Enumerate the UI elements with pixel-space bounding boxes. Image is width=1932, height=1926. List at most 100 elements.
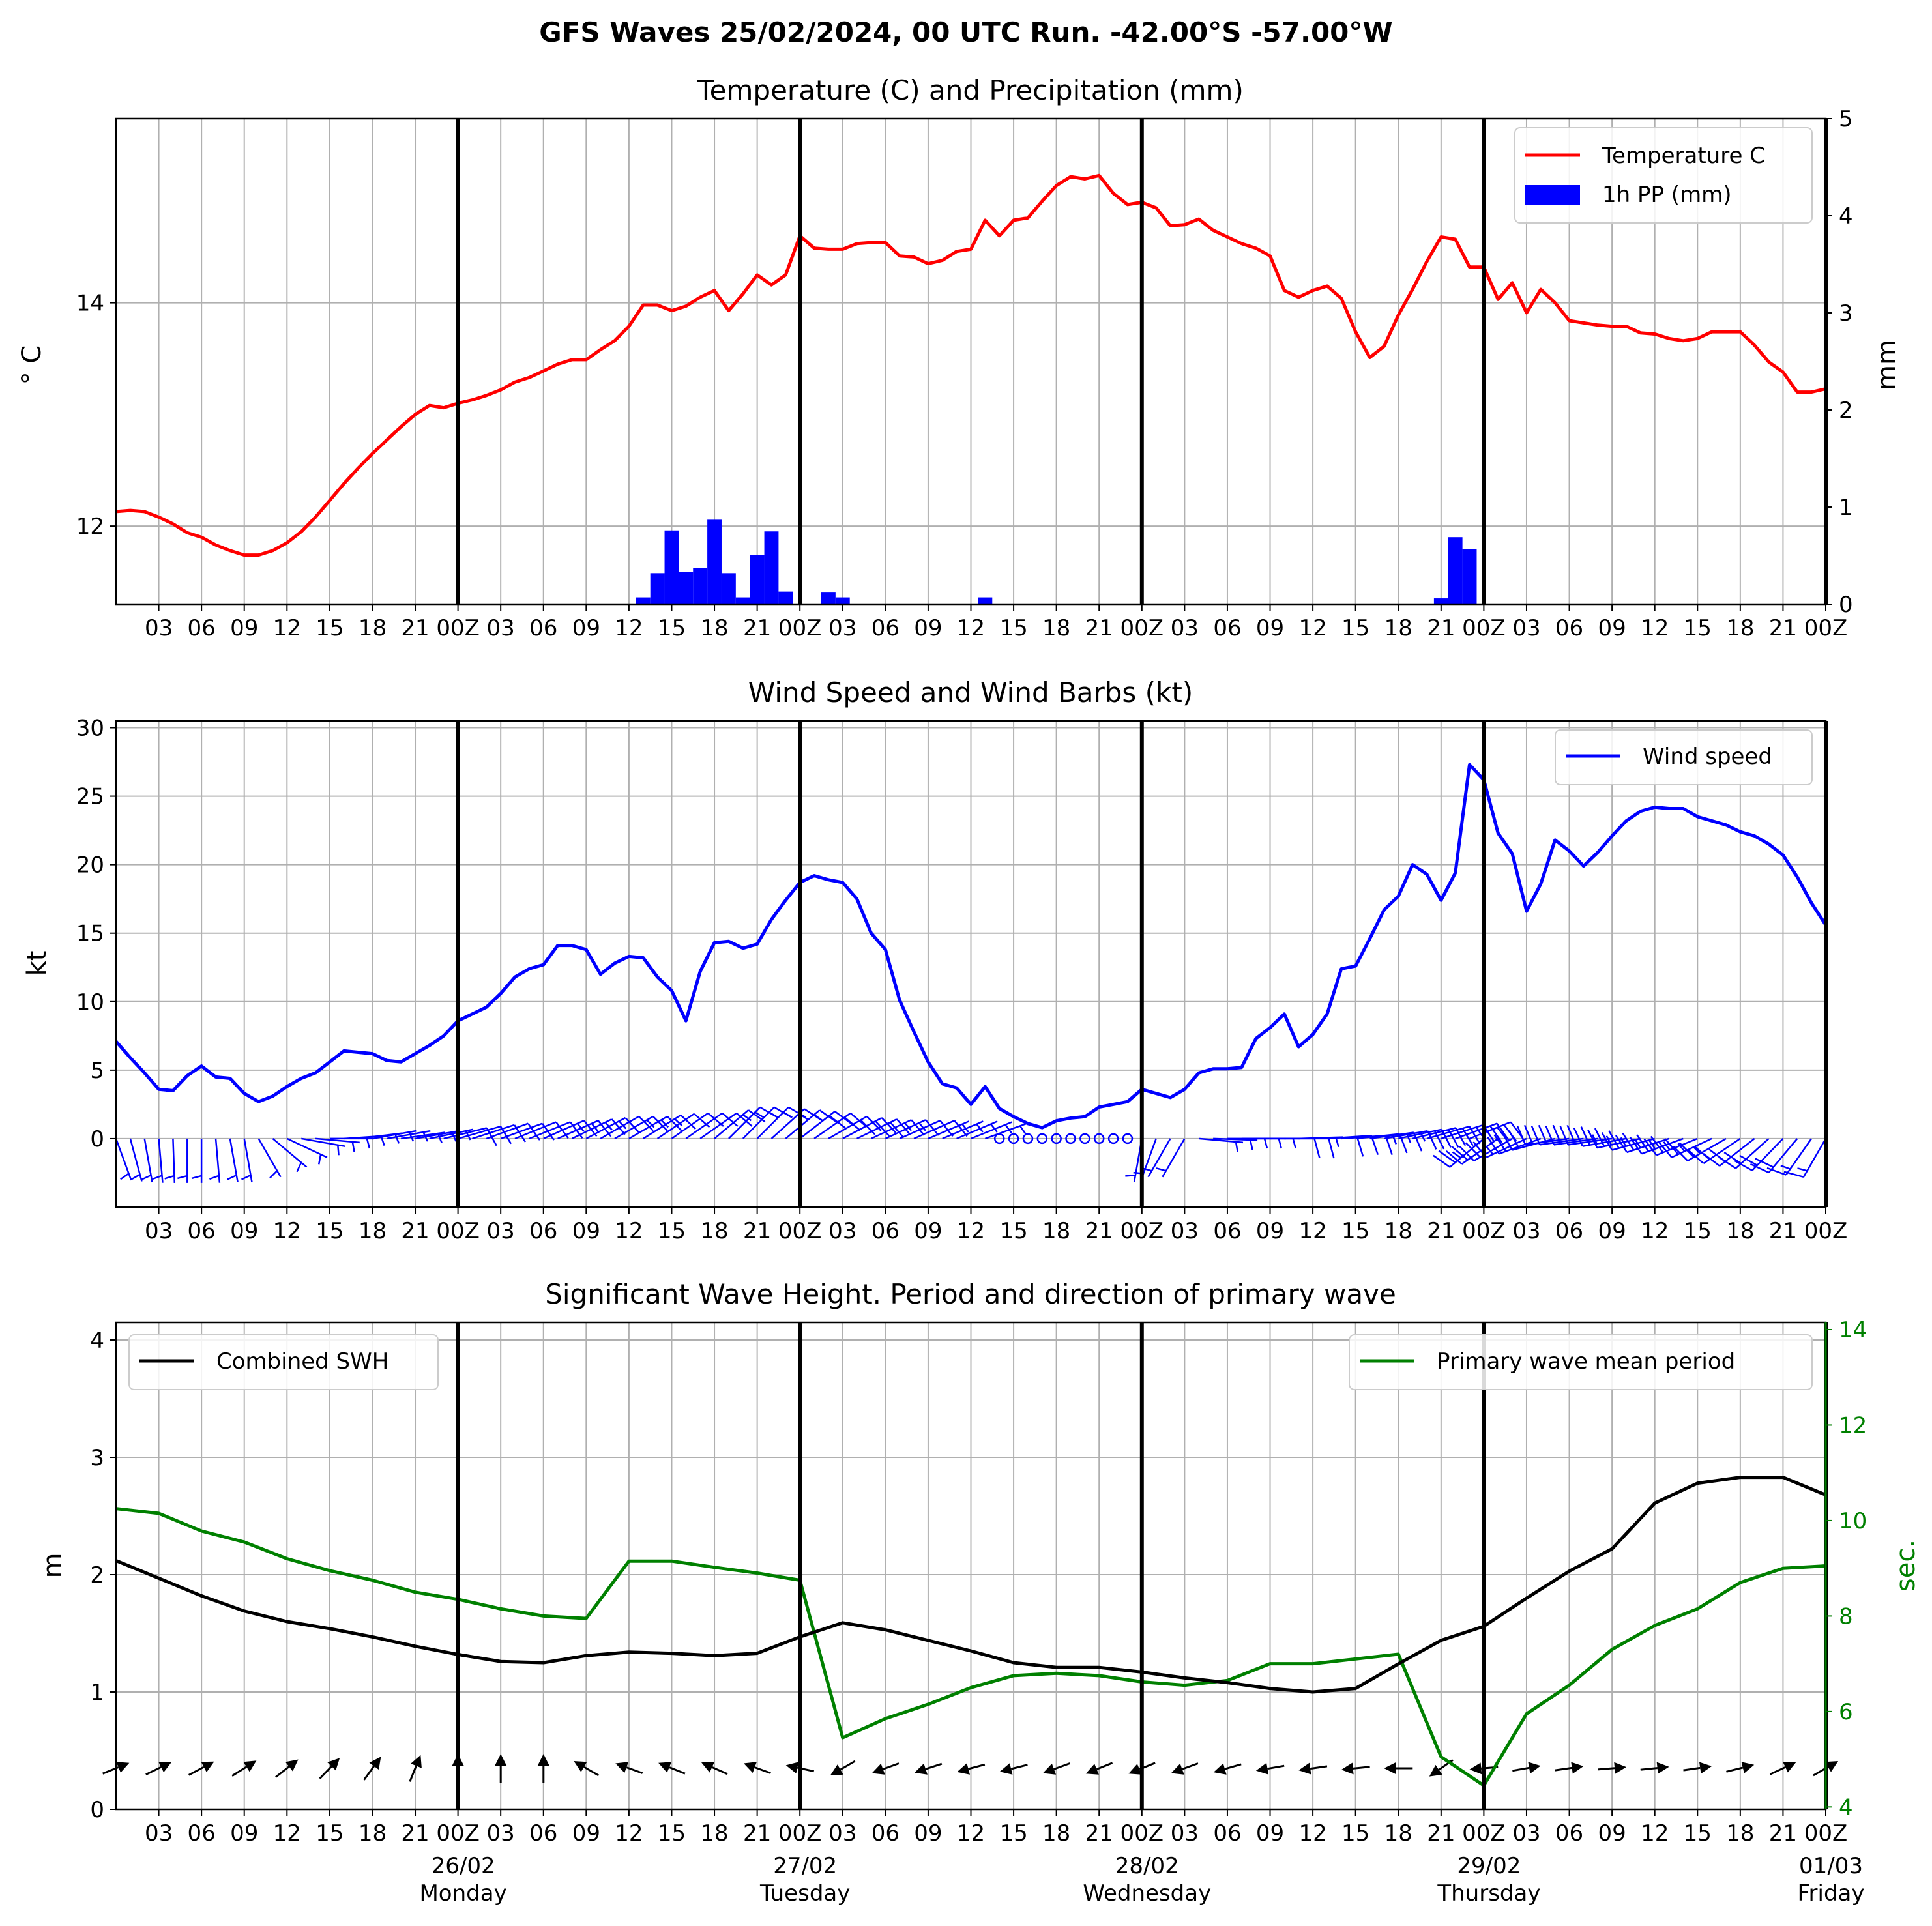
wave-direction-arrowhead	[327, 1758, 340, 1771]
y-tick-label: 0	[90, 1126, 104, 1152]
x-tick-label: 21	[1427, 1218, 1455, 1244]
wave-grid	[116, 1322, 1826, 1810]
wave-direction-arrowhead	[1429, 1764, 1442, 1777]
x-tick-label: 21	[743, 615, 771, 641]
x-tick-label: 21	[1769, 615, 1797, 641]
x-tick-label: 12	[273, 615, 301, 641]
y-tick-label: 12	[76, 514, 104, 540]
wave-direction-arrow	[1096, 1762, 1113, 1770]
x-tick-label: 15	[1341, 1820, 1369, 1846]
y-tick-label: 30	[76, 716, 104, 742]
wind-barb	[685, 1112, 739, 1139]
x-tick-label: 00Z	[1804, 1218, 1848, 1244]
precip-bar	[693, 568, 708, 604]
calm-wind-circle	[1022, 1133, 1034, 1145]
wave-direction-arrow	[1769, 1766, 1786, 1775]
y-tick-label: 2	[90, 1562, 104, 1588]
x-tick-label: 00Z	[436, 615, 480, 641]
wave-height-y-axis-label: m	[38, 1553, 68, 1579]
wind-barb	[1516, 1124, 1570, 1146]
x-tick-label: 03	[828, 1218, 856, 1244]
temperature-y-axis-label: ° C	[17, 345, 47, 385]
wave-direction-arrowhead	[411, 1755, 422, 1768]
day-date-label: 29/02	[1457, 1853, 1521, 1879]
y-tick-label: 0	[90, 1797, 104, 1823]
wave-direction-arrow	[1310, 1765, 1328, 1770]
x-tick-label: 09	[230, 1218, 258, 1244]
y-tick-label: 20	[76, 853, 104, 879]
wind-y-axis-label: kt	[22, 951, 52, 976]
x-tick-label: 03	[1512, 1218, 1540, 1244]
x-tick-label: 18	[700, 1820, 728, 1846]
x-tick-label: 12	[1298, 615, 1326, 641]
wind-barb	[1749, 1138, 1798, 1174]
wind-barb	[770, 1108, 822, 1139]
wind-barb	[899, 1120, 954, 1140]
x-tick-label: 15	[999, 615, 1027, 641]
wave-direction-arrowhead	[999, 1763, 1013, 1775]
y-tick-label: 15	[76, 921, 104, 947]
y-tick-label: 4	[90, 1328, 104, 1354]
x-tick-label: 12	[957, 1820, 985, 1846]
wind-barb	[643, 1114, 696, 1139]
legend-label-swh: Combined SWH	[216, 1349, 388, 1375]
wave-direction-arrowhead	[658, 1762, 672, 1773]
wind-barb	[141, 1138, 153, 1183]
y-right-tick-label: 12	[1839, 1412, 1867, 1438]
wind-barb	[1199, 1137, 1244, 1152]
x-tick-label: 00Z	[1462, 1820, 1506, 1846]
wave-direction-arrowhead	[1699, 1762, 1712, 1774]
wave-direction-arrowhead	[285, 1759, 299, 1772]
wind-barb	[1643, 1135, 1698, 1156]
wave-height-line	[115, 1476, 1826, 1694]
day-name-label: Monday	[419, 1880, 506, 1906]
x-tick-label: 15	[1684, 1820, 1712, 1846]
wave-direction-arrowhead	[1213, 1763, 1227, 1775]
x-tick-label: 12	[615, 1218, 643, 1244]
wave-direction-arrowhead	[369, 1757, 381, 1770]
wave-axes: 03 06 09 12 15 18 21 00Z 03 06 09 12 15 18 21 00Z 03 06 09…	[90, 1317, 1867, 1846]
wave-direction-arrowhead	[201, 1761, 214, 1773]
wave-direction-arrowhead	[915, 1763, 928, 1775]
x-tick-label: 15	[1341, 1218, 1369, 1244]
figure-title: GFS Waves 25/02/2024, 00 UTC Run. -42.00…	[539, 16, 1393, 48]
wind-barb	[984, 1122, 1027, 1140]
wave-direction-arrow	[1598, 1767, 1615, 1771]
y-right-tick-label: 14	[1839, 1317, 1867, 1343]
x-tick-label: 03	[1171, 615, 1199, 641]
wind-grid	[116, 721, 1826, 1207]
x-tick-label: 06	[188, 615, 216, 641]
wave-direction-arrowhead	[744, 1762, 757, 1773]
wave-direction-arrows	[102, 1754, 1839, 1783]
precip-bar	[721, 573, 736, 604]
wave-direction-arrowhead	[1171, 1763, 1184, 1775]
wind-barb	[286, 1137, 328, 1165]
wind-barb	[209, 1138, 221, 1183]
calm-wind-circle	[1065, 1133, 1076, 1145]
wind-barb	[1783, 1138, 1827, 1178]
precip-bar	[707, 519, 722, 604]
x-tick-label: 12	[615, 1820, 643, 1846]
calm-wind-circle	[1107, 1133, 1119, 1145]
x-tick-label: 06	[188, 1820, 216, 1846]
precip-bar	[735, 597, 750, 604]
precip-bar	[764, 531, 779, 604]
calm-wind-circle	[1093, 1133, 1105, 1145]
wave-direction-arrow	[1224, 1763, 1242, 1770]
wave-direction-arrowhead	[495, 1754, 507, 1766]
wind-barbs	[115, 1106, 1827, 1183]
precip-bar	[664, 530, 679, 604]
wave-direction-arrow	[363, 1765, 375, 1781]
wind-barb	[1703, 1137, 1755, 1167]
y-right-tick-label: 6	[1839, 1699, 1853, 1725]
x-tick-label: 03	[145, 1820, 173, 1846]
wave-direction-arrowhead	[1825, 1761, 1839, 1772]
wind-barb	[856, 1118, 911, 1140]
day-date-label: 27/02	[773, 1853, 837, 1879]
x-tick-label: 15	[315, 1820, 344, 1846]
wind-barb	[614, 1115, 668, 1139]
wave-direction-arrow	[669, 1766, 686, 1775]
x-tick-label: 18	[359, 615, 387, 641]
x-tick-label: 21	[1427, 615, 1455, 641]
